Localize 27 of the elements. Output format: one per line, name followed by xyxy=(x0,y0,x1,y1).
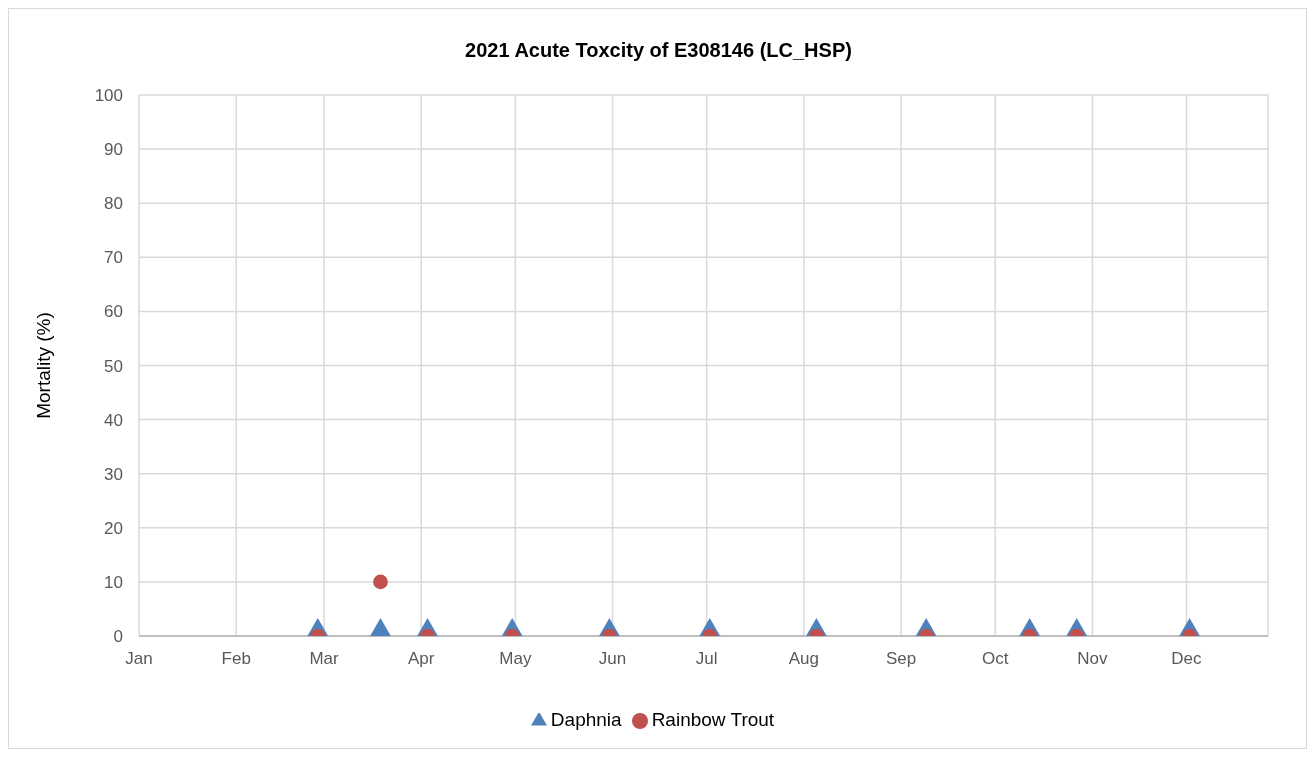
legend-label: Daphnia xyxy=(550,709,622,730)
y-tick-label: 30 xyxy=(104,464,123,484)
x-tick-label: Jun xyxy=(598,649,627,669)
y-tick-label: 20 xyxy=(104,518,123,538)
y-tick-label: 50 xyxy=(104,356,123,376)
x-tick-label: Jan xyxy=(125,649,153,669)
y-tick-label: 40 xyxy=(104,410,123,430)
chart-title: 2021 Acute Toxcity of E308146 (LC_HSP) xyxy=(464,39,853,62)
x-tick-label: Apr xyxy=(408,649,435,669)
y-tick-label: 90 xyxy=(104,140,123,160)
x-tick-label: Aug xyxy=(788,649,819,669)
x-tick-label: Nov xyxy=(1077,649,1108,669)
x-tick-label: Mar xyxy=(309,649,340,669)
y-tick-label: 100 xyxy=(94,86,123,106)
y-tick-label: 70 xyxy=(104,248,123,268)
x-tick-label: Dec xyxy=(1171,649,1203,669)
y-tick-label: 10 xyxy=(104,572,123,592)
x-tick-label: Oct xyxy=(981,649,1009,669)
x-tick-label: Jul xyxy=(695,649,718,669)
x-tick-label: Feb xyxy=(221,649,251,669)
legend-label: Rainbow Trout xyxy=(651,709,775,730)
y-axis-title: Mortality (%) xyxy=(32,312,54,419)
y-tick-label: 60 xyxy=(104,302,123,322)
x-tick-label: Sep xyxy=(885,649,917,669)
y-tick-label: 0 xyxy=(113,627,123,647)
y-tick-label: 80 xyxy=(104,194,123,214)
x-tick-label: May xyxy=(499,649,532,669)
